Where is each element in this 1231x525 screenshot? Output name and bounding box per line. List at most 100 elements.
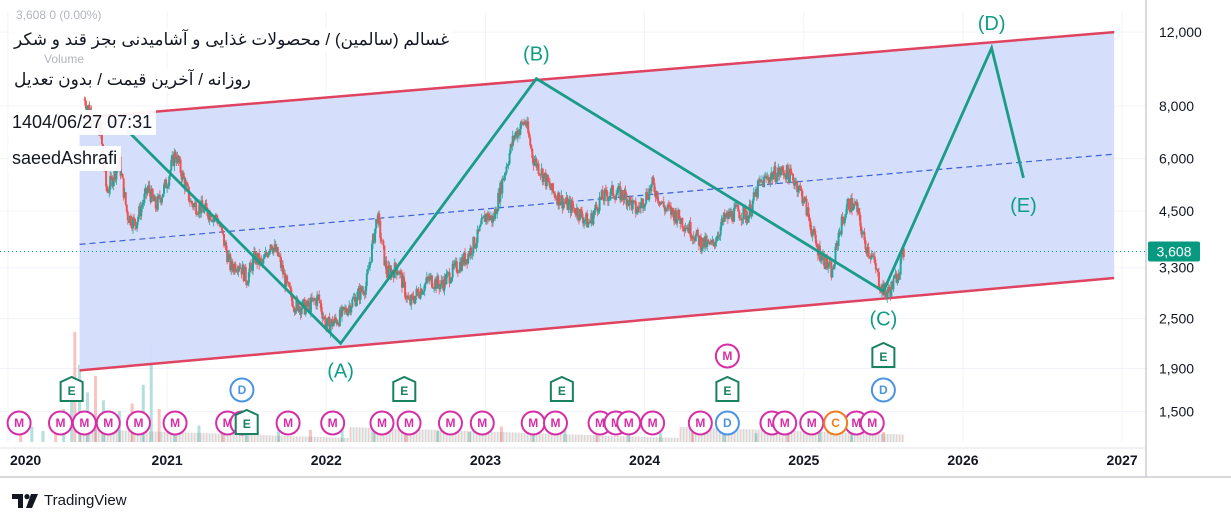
event-marker-m[interactable]: M [687, 410, 713, 436]
event-markers[interactable]: MMMMMMMMMMMMMMMMMMMMMMMMMMDDDCEEEEEEM [6, 341, 896, 436]
candle-body [585, 213, 588, 220]
event-marker-d[interactable]: D [229, 377, 255, 403]
event-marker-d[interactable]: D [714, 410, 740, 436]
event-marker-m[interactable]: M [714, 343, 740, 369]
candle-body [738, 211, 741, 219]
volume-bar [457, 430, 460, 442]
candle-body [819, 260, 822, 262]
event-marker-m[interactable]: M [320, 410, 346, 436]
event-marker-m[interactable]: M [616, 410, 642, 436]
event-marker-m[interactable]: M [6, 410, 32, 436]
candle-body [842, 220, 845, 224]
event-marker-m[interactable]: M [71, 410, 97, 436]
candle-body [127, 220, 130, 223]
candle-body [867, 247, 870, 256]
event-marker-c[interactable]: C [823, 410, 849, 436]
candle-body [586, 213, 589, 228]
volume-bar [862, 433, 865, 442]
volume-bar [349, 427, 352, 442]
candle-body [597, 210, 600, 212]
event-marker-m[interactable]: M [542, 410, 568, 436]
candle-body [642, 199, 645, 209]
candle-body [171, 155, 174, 161]
event-marker-e[interactable]: E [871, 341, 896, 368]
candle-body [788, 168, 791, 183]
event-marker-e[interactable]: E [234, 408, 259, 435]
candle-body [173, 151, 176, 166]
candle-body [578, 209, 581, 220]
volume-bar [115, 430, 118, 442]
event-marker-m[interactable]: M [772, 410, 798, 436]
tradingview-logo[interactable]: TradingView [12, 492, 127, 509]
event-marker-m[interactable]: M [799, 410, 825, 436]
volume-bar [364, 427, 367, 442]
candle-body [490, 215, 493, 223]
candle-body [453, 262, 456, 267]
event-marker-m[interactable]: M [520, 410, 546, 436]
y-tick-label: 12,000 [1159, 24, 1202, 40]
volume-bar [241, 434, 244, 442]
candle-body [239, 267, 242, 269]
event-marker-m[interactable]: M [437, 410, 463, 436]
event-marker-m[interactable]: M [469, 410, 495, 436]
candle-body [495, 208, 498, 215]
candle-body [297, 300, 300, 312]
candle-body [113, 169, 116, 181]
candle-body [287, 282, 290, 283]
event-marker-e[interactable]: E [59, 375, 84, 402]
event-marker-m[interactable]: M [125, 410, 151, 436]
candle-body [690, 237, 693, 239]
event-badge-shape [275, 410, 301, 436]
candle-body [567, 202, 570, 210]
volume-bar [766, 429, 769, 442]
event-marker-m[interactable]: M [95, 410, 121, 436]
candle-body [888, 286, 891, 291]
volume-bar [262, 435, 265, 442]
candle-body [209, 212, 212, 221]
candle-body [823, 253, 826, 266]
tradingview-logo-text: TradingView [44, 492, 127, 509]
candle-body [563, 202, 566, 203]
candle-body [504, 172, 507, 176]
candle-body [649, 188, 652, 192]
candle-body [288, 282, 291, 287]
candle-body [512, 136, 515, 140]
candle-body [773, 166, 776, 174]
volume-bar [481, 431, 484, 442]
volume-bar [652, 437, 655, 442]
candle-body [710, 241, 713, 244]
event-marker-m[interactable]: M [275, 410, 301, 436]
event-marker-e[interactable]: E [392, 375, 417, 402]
event-marker-m[interactable]: M [369, 410, 395, 436]
volume-bar [517, 432, 520, 442]
candle-body [723, 213, 726, 219]
event-marker-m[interactable]: M [47, 410, 73, 436]
volume-bar [880, 433, 883, 442]
volume-bar [427, 429, 430, 442]
event-marker-m[interactable]: M [396, 410, 422, 436]
candle-body [440, 280, 443, 286]
event-badge-letter: E [400, 384, 408, 398]
tradingview-logo-icon [12, 493, 38, 508]
event-marker-m[interactable]: M [859, 410, 885, 436]
candle-body [554, 193, 557, 199]
candle-body [432, 287, 435, 289]
regression-channel[interactable] [0, 30, 1146, 372]
candle-body [506, 165, 509, 167]
volume-bar [850, 433, 854, 442]
volume-bar [754, 429, 757, 442]
candle-body [732, 220, 735, 222]
elliott-wave[interactable]: (A) (B) (C) (D) (E) [126, 13, 1037, 382]
candle-body [812, 228, 815, 233]
event-marker-d[interactable]: D [870, 377, 896, 403]
event-badge-letter: M [867, 416, 877, 430]
event-marker-e[interactable]: E [715, 375, 740, 402]
event-marker-m[interactable]: M [162, 410, 188, 436]
candle-body [559, 203, 562, 206]
event-marker-m[interactable]: M [640, 410, 666, 436]
candle-body [136, 221, 139, 229]
event-marker-e[interactable]: E [549, 375, 574, 402]
candle-body [332, 322, 335, 327]
volume-bar [706, 427, 709, 442]
